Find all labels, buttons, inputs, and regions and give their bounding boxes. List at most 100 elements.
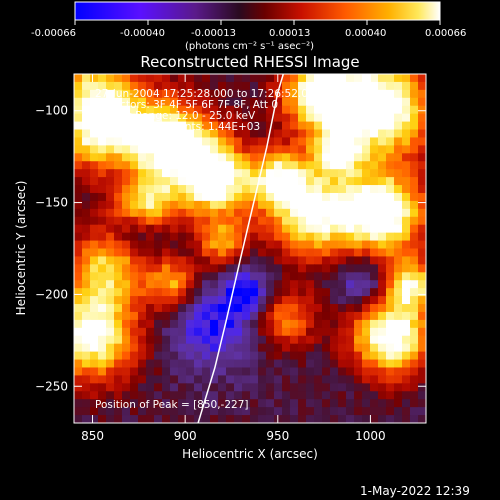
- heatmap-cell: [274, 129, 283, 139]
- heatmap-cell: [370, 161, 379, 170]
- heatmap-cell: [266, 137, 275, 146]
- heatmap-cell: [378, 89, 387, 99]
- heatmap-cell: [338, 74, 347, 83]
- x-tick-label: 850: [81, 429, 104, 443]
- heatmap-cell: [90, 407, 99, 416]
- colorbar: [74, 1, 441, 21]
- heatmap-cell: [322, 232, 331, 242]
- heatmap-cell: [282, 343, 291, 353]
- heatmap-cell: [290, 391, 299, 400]
- heatmap-cell: [154, 319, 163, 329]
- heatmap-cells: [74, 74, 426, 423]
- heatmap-cell: [354, 399, 363, 408]
- heatmap-cell: [106, 415, 115, 423]
- heatmap-cell: [338, 240, 347, 250]
- heatmap-cell: [386, 169, 395, 178]
- heatmap-cell: [258, 232, 267, 242]
- heatmap-cell: [202, 343, 211, 353]
- heatmap-cell: [82, 97, 91, 107]
- heatmap-cell: [194, 161, 203, 170]
- heatmap-cell: [378, 137, 387, 146]
- heatmap-cell: [82, 327, 91, 337]
- heatmap-cell: [218, 232, 227, 242]
- heatmap-cell: [330, 192, 339, 202]
- heatmap-cell: [418, 351, 426, 361]
- heatmap-cell: [338, 415, 347, 423]
- y-tick-label: −100: [35, 104, 68, 118]
- heatmap-cell: [282, 272, 291, 281]
- heatmap-cell: [170, 383, 179, 392]
- heatmap-cell: [314, 185, 323, 194]
- heatmap-cell: [154, 169, 163, 178]
- heatmap-cell: [370, 97, 379, 107]
- heatmap-cell: [194, 216, 203, 226]
- heatmap-cell: [402, 367, 411, 377]
- heatmap-cell: [122, 256, 131, 265]
- heatmap-cell: [170, 407, 179, 416]
- heatmap-cell: [338, 224, 347, 234]
- annotation-detectors: Detectors: 3F 4F 5F 6F 7F 8F, Att 0: [95, 99, 278, 111]
- heatmap-cell: [314, 343, 323, 353]
- heatmap-cell: [258, 216, 267, 226]
- heatmap-cell: [290, 81, 299, 91]
- heatmap-cell: [98, 177, 107, 186]
- heatmap-cell: [210, 177, 219, 186]
- heatmap-cell: [98, 343, 107, 353]
- heatmap-cell: [410, 137, 419, 146]
- heatmap-cell: [210, 129, 219, 139]
- heatmap-cell: [154, 240, 163, 250]
- heatmap-cell: [258, 319, 267, 329]
- heatmap-cell: [90, 335, 99, 345]
- heatmap-cell: [362, 81, 371, 91]
- heatmap-cell: [82, 232, 91, 242]
- heatmap-cell: [242, 343, 251, 353]
- heatmap-cell: [146, 375, 155, 384]
- heatmap-cell: [82, 89, 91, 99]
- heatmap-cell: [82, 407, 91, 416]
- heatmap-cell: [402, 137, 411, 146]
- heatmap-cell: [194, 264, 203, 273]
- heatmap-cell: [370, 343, 379, 353]
- heatmap-cell: [378, 145, 387, 154]
- heatmap-cell: [82, 367, 91, 377]
- heatmap-cell: [202, 200, 211, 210]
- heatmap-cell: [418, 264, 426, 273]
- heatmap-cell: [338, 327, 347, 337]
- heatmap-cell: [194, 383, 203, 392]
- heatmap-cell: [202, 89, 211, 99]
- heatmap-cell: [410, 288, 419, 297]
- heatmap-cell: [314, 216, 323, 226]
- heatmap-cell: [250, 288, 259, 297]
- heatmap-cell: [378, 153, 387, 162]
- heatmap-cell: [178, 232, 187, 242]
- heatmap-cell: [202, 327, 211, 337]
- heatmap-cell: [170, 89, 179, 99]
- heatmap-cell: [250, 256, 259, 265]
- heatmap-cell: [106, 169, 115, 178]
- heatmap-cell: [210, 359, 219, 369]
- heatmap-cell: [218, 216, 227, 226]
- heatmap-cell: [114, 177, 123, 186]
- heatmap-cell: [338, 264, 347, 273]
- heatmap-cell: [386, 216, 395, 226]
- heatmap-cell: [218, 169, 227, 178]
- heatmap-cell: [114, 97, 123, 107]
- heatmap-cell: [242, 383, 251, 392]
- heatmap-cell: [250, 319, 259, 329]
- heatmap-cell: [130, 89, 139, 99]
- heatmap-cell: [138, 280, 147, 289]
- heatmap-cell: [114, 335, 123, 345]
- heatmap-cell: [370, 383, 379, 392]
- heatmap-cell: [346, 89, 355, 99]
- heatmap-cell: [242, 208, 251, 218]
- heatmap-cell: [378, 343, 387, 353]
- heatmap-cell: [378, 304, 387, 313]
- heatmap-cell: [314, 232, 323, 242]
- heatmap-cell: [274, 121, 283, 131]
- heatmap-cell: [402, 280, 411, 289]
- heatmap-cell: [138, 129, 147, 139]
- heatmap-cell: [386, 407, 395, 416]
- heatmap-cell: [250, 153, 259, 162]
- heatmap-cell: [194, 89, 203, 99]
- heatmap-cell: [82, 105, 91, 115]
